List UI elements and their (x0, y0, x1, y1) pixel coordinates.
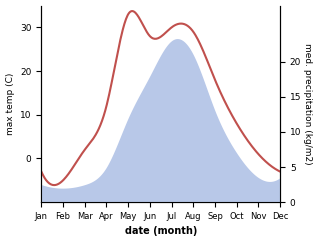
X-axis label: date (month): date (month) (125, 227, 197, 236)
Y-axis label: max temp (C): max temp (C) (5, 73, 15, 135)
Y-axis label: med. precipitation (kg/m2): med. precipitation (kg/m2) (303, 43, 313, 165)
